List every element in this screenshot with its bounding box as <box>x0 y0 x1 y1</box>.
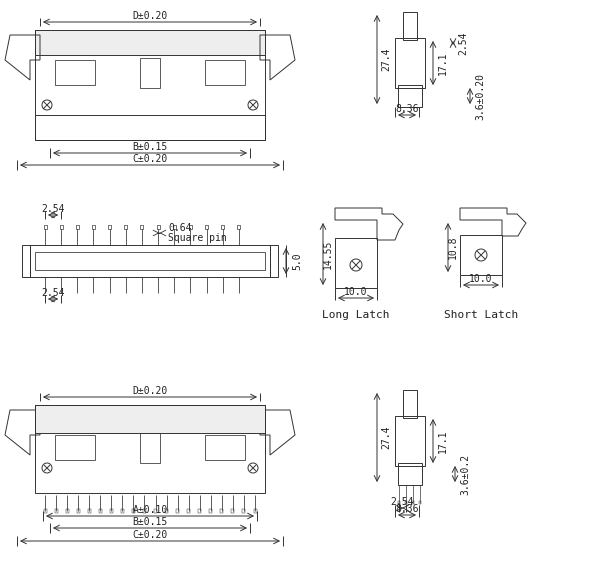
Bar <box>395 416 425 466</box>
Text: 2.54: 2.54 <box>41 204 65 214</box>
Bar <box>253 509 257 513</box>
Text: C±0.20: C±0.20 <box>132 530 168 540</box>
Bar <box>77 509 80 513</box>
Bar <box>143 509 146 513</box>
Bar <box>44 509 47 513</box>
Bar <box>398 501 400 504</box>
Bar <box>221 225 224 229</box>
Bar <box>405 501 407 504</box>
Text: 8.36: 8.36 <box>395 104 419 114</box>
Bar <box>237 225 240 229</box>
Bar <box>209 509 212 513</box>
Bar <box>76 225 79 229</box>
Bar <box>124 225 127 229</box>
Bar <box>205 60 245 85</box>
Bar <box>154 509 157 513</box>
Text: 10.0: 10.0 <box>344 287 368 297</box>
Text: 3.6±0.2: 3.6±0.2 <box>460 453 470 495</box>
Bar <box>205 435 245 460</box>
Bar <box>44 225 47 229</box>
Bar <box>140 225 143 229</box>
Bar <box>165 509 168 513</box>
Bar <box>35 115 265 140</box>
Bar <box>35 252 265 270</box>
Bar <box>35 405 265 433</box>
Bar <box>403 390 417 418</box>
Bar <box>55 435 95 460</box>
Bar <box>398 85 422 107</box>
Bar <box>270 245 278 277</box>
Bar <box>419 501 421 504</box>
Bar <box>132 509 135 513</box>
Bar <box>30 245 270 277</box>
Bar <box>35 405 265 493</box>
Bar <box>157 225 160 229</box>
Text: 2.54: 2.54 <box>391 497 414 507</box>
Bar <box>198 509 201 513</box>
Text: 2.54: 2.54 <box>458 32 468 55</box>
Bar <box>55 60 95 85</box>
Text: 3.6±0.20: 3.6±0.20 <box>475 72 485 120</box>
Text: Short Latch: Short Latch <box>444 310 518 320</box>
Bar <box>460 235 502 275</box>
Text: D±0.20: D±0.20 <box>132 11 168 21</box>
Bar <box>231 509 234 513</box>
Bar <box>412 501 414 504</box>
Text: B±0.15: B±0.15 <box>132 517 168 527</box>
Text: B±0.15: B±0.15 <box>132 142 168 152</box>
Bar <box>22 245 30 277</box>
Bar <box>88 509 91 513</box>
Bar <box>108 225 111 229</box>
Text: 27.4: 27.4 <box>381 426 391 449</box>
Text: 10.0: 10.0 <box>469 274 492 284</box>
Text: 17.1: 17.1 <box>438 429 448 453</box>
Text: A±0.10: A±0.10 <box>132 505 168 515</box>
Bar <box>403 12 417 40</box>
Bar <box>140 433 160 463</box>
Bar <box>398 463 422 485</box>
Bar <box>173 225 175 229</box>
Bar <box>35 30 265 55</box>
Bar <box>189 225 192 229</box>
Text: 10.8: 10.8 <box>448 236 458 259</box>
Text: 27.4: 27.4 <box>381 48 391 71</box>
Bar <box>140 58 160 88</box>
Text: Long Latch: Long Latch <box>322 310 390 320</box>
Bar <box>110 509 113 513</box>
Text: 17.1: 17.1 <box>438 51 448 75</box>
Bar <box>205 225 208 229</box>
Text: 8.36: 8.36 <box>395 504 419 514</box>
Bar <box>65 509 68 513</box>
Text: Square pin: Square pin <box>168 233 227 243</box>
Bar <box>60 225 63 229</box>
Text: C±0.20: C±0.20 <box>132 154 168 164</box>
Bar <box>54 509 57 513</box>
Text: 14.55: 14.55 <box>323 239 333 269</box>
Bar <box>395 38 425 88</box>
Bar <box>243 509 246 513</box>
Text: 5.0: 5.0 <box>292 252 302 270</box>
Bar <box>335 238 377 288</box>
Bar <box>35 30 265 140</box>
Bar <box>220 509 223 513</box>
Text: 0.64: 0.64 <box>168 223 192 233</box>
Bar <box>121 509 124 513</box>
Text: D±0.20: D±0.20 <box>132 386 168 396</box>
Text: 2.54: 2.54 <box>41 288 65 298</box>
Bar <box>92 225 95 229</box>
Bar <box>176 509 179 513</box>
Bar <box>99 509 102 513</box>
Bar <box>187 509 190 513</box>
